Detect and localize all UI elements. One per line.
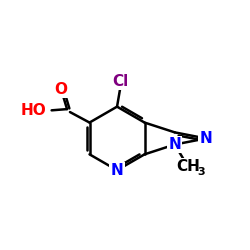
Text: HO: HO xyxy=(20,103,46,118)
Text: N: N xyxy=(168,137,181,152)
Text: O: O xyxy=(54,82,68,96)
Text: N: N xyxy=(111,163,124,178)
Text: Cl: Cl xyxy=(112,74,129,88)
Text: 3: 3 xyxy=(198,167,205,177)
Text: CH: CH xyxy=(176,159,200,174)
Text: N: N xyxy=(200,131,212,146)
